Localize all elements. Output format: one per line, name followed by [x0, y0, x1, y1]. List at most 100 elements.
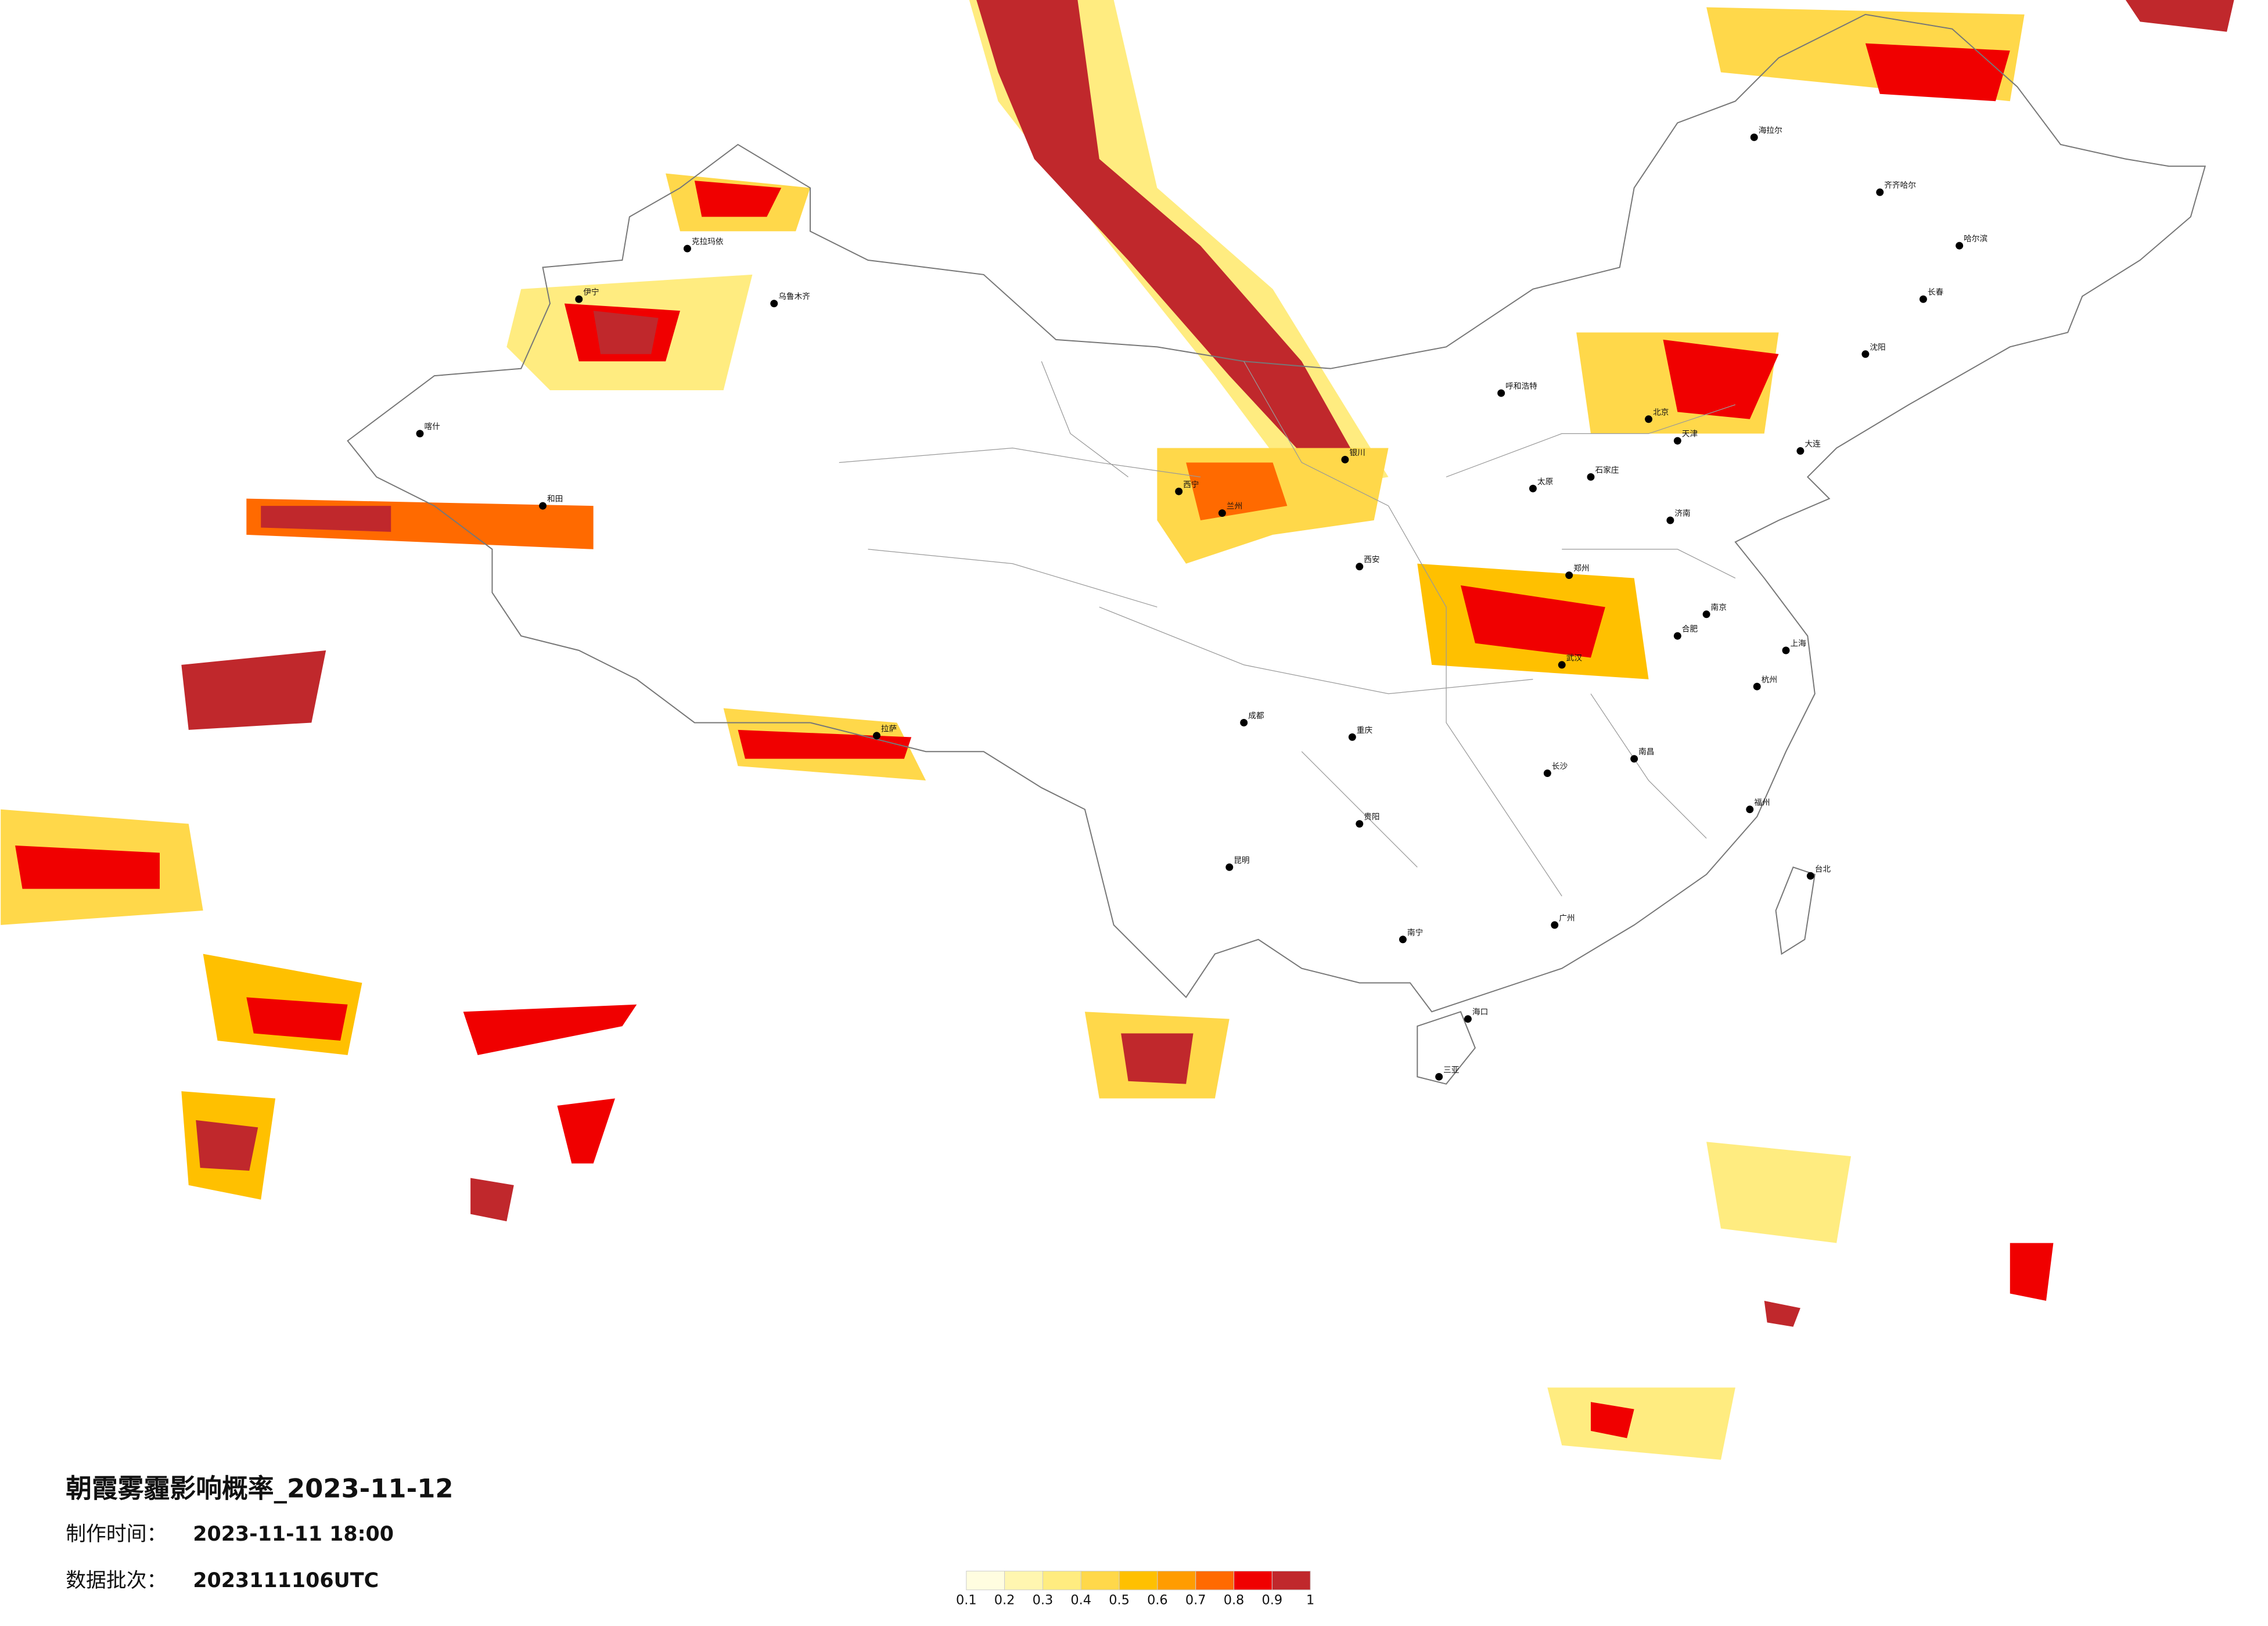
city-label: 西安	[1364, 555, 1379, 564]
haze-area	[1460, 585, 1605, 658]
haze-layer	[1, 0, 2234, 1460]
city-label: 哈尔滨	[1964, 235, 1987, 244]
city-label: 呼和浩特	[1505, 382, 1537, 391]
haze-area	[976, 0, 1367, 477]
haze-area	[15, 846, 160, 889]
haze-area	[593, 311, 659, 354]
map-title: 朝霞雾霾影响概率_2023-11-12	[66, 1473, 453, 1503]
city-label: 北京	[1653, 408, 1669, 417]
city-label: 广州	[1559, 913, 1575, 923]
city-dot	[683, 244, 691, 253]
city-label: 台北	[1815, 865, 1831, 874]
city-dot	[1341, 455, 1349, 463]
city-dot	[1673, 632, 1681, 640]
city-dot	[416, 430, 424, 438]
country-outline	[347, 13, 2206, 1013]
city-dot	[1782, 646, 1790, 654]
haze-area	[246, 997, 348, 1041]
haze-area	[1547, 1387, 1735, 1460]
city-label: 克拉玛依	[692, 238, 724, 247]
legend-swatch	[1234, 1570, 1273, 1591]
legend-tick-label: 0.4	[1070, 1593, 1091, 1608]
city-label: 昆明	[1234, 856, 1249, 865]
city-label: 大连	[1805, 440, 1821, 449]
city-dot	[1746, 805, 1754, 814]
city-label: 重庆	[1357, 726, 1373, 735]
city-label: 齐齐哈尔	[1884, 181, 1916, 190]
city-label: 伊宁	[583, 287, 599, 297]
city-dot	[1861, 350, 1870, 358]
city-label: 乌鲁木齐	[778, 292, 810, 301]
city-label: 合肥	[1682, 625, 1698, 634]
city-label: 西宁	[1183, 480, 1199, 490]
haze-area	[463, 1004, 637, 1055]
city-label: 石家庄	[1595, 465, 1619, 475]
boundaries	[347, 13, 2206, 1085]
city-label: 南昌	[1638, 747, 1654, 757]
legend-swatch	[1004, 1570, 1043, 1591]
legend-swatch	[966, 1570, 1005, 1591]
city-dot	[873, 732, 880, 740]
batch-label: 数据批次：	[66, 1569, 167, 1592]
city-label: 福州	[1754, 798, 1770, 807]
haze-area	[1121, 1033, 1194, 1084]
legend-tick-label: 1	[1306, 1593, 1314, 1608]
city-dot	[1240, 718, 1248, 726]
legend-tick-label: 0.5	[1109, 1593, 1130, 1608]
legend-tick-label: 0.8	[1224, 1593, 1245, 1608]
city-dot	[1356, 563, 1364, 571]
city-dot	[1666, 516, 1674, 524]
city-dot	[1753, 682, 1761, 690]
city-dot	[539, 502, 547, 510]
city-label: 成都	[1248, 711, 1264, 721]
made-time: 2023-11-11 18:00	[193, 1523, 394, 1546]
city-dot	[1919, 295, 1927, 303]
haze-area	[1706, 1142, 1851, 1243]
city-dot	[1750, 133, 1758, 141]
haze-area	[1590, 1402, 1634, 1438]
legend-tick-label: 0.6	[1147, 1593, 1168, 1608]
haze-area	[2010, 1243, 2054, 1301]
city-label: 拉萨	[881, 724, 897, 733]
haze-area	[181, 650, 326, 730]
island-hainan	[1417, 1010, 1476, 1085]
city-dot	[1876, 188, 1884, 196]
city-label: 三亚	[1443, 1066, 1460, 1075]
haze-area	[470, 1178, 514, 1222]
legend: 0.1 0.2 0.3 0.4 0.5 0.6 0.7 0.8 0.9 1	[956, 1570, 1314, 1608]
city-dot	[1702, 610, 1710, 618]
city-label: 济南	[1674, 509, 1690, 519]
city-label: 海拉尔	[1759, 126, 1782, 135]
legend-tick-label: 0.7	[1185, 1593, 1206, 1608]
haze-area	[694, 181, 782, 217]
legend-swatch	[1080, 1570, 1120, 1591]
city-label: 太原	[1537, 477, 1553, 487]
haze-area	[2125, 0, 2234, 32]
city-dot	[575, 295, 583, 303]
legend-swatch	[1195, 1570, 1235, 1591]
city-dot	[1956, 242, 1964, 250]
city-label: 喀什	[424, 422, 440, 431]
city-dot	[1587, 473, 1595, 481]
city-dot	[1673, 437, 1681, 445]
city-dot	[1796, 447, 1805, 455]
haze-area	[1663, 339, 1779, 419]
legend-swatch	[1157, 1570, 1196, 1591]
city-dot	[1645, 415, 1653, 423]
city-label: 上海	[1790, 639, 1806, 649]
legend-tick-label: 0.2	[994, 1593, 1015, 1608]
city-dot	[1529, 484, 1537, 492]
city-dot	[1175, 487, 1183, 495]
city-label: 和田	[547, 495, 563, 504]
city-dot	[1464, 1015, 1472, 1023]
city-label: 银川	[1349, 448, 1365, 458]
province-borders	[839, 361, 1736, 897]
city-dot	[1348, 733, 1356, 741]
city-dot	[1435, 1073, 1443, 1081]
city-dot	[1806, 872, 1814, 880]
city-dot	[1225, 863, 1234, 871]
city-label: 武汉	[1566, 653, 1583, 663]
island-taiwan	[1775, 866, 1816, 955]
city-dot	[1543, 769, 1551, 778]
